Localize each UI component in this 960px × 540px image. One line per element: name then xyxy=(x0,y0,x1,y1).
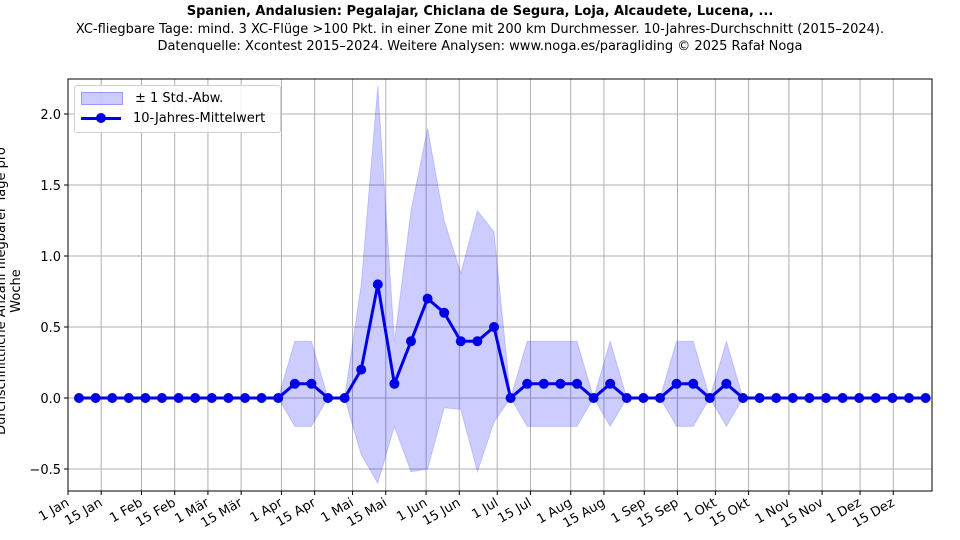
svg-text:0.5: 0.5 xyxy=(40,321,61,336)
svg-text:0.0: 0.0 xyxy=(40,392,61,407)
legend-item-band: ± 1 Std.-Abw. xyxy=(81,89,223,107)
chart-source: Datenquelle: Xcontest 2015–2024. Weitere… xyxy=(157,39,803,54)
svg-text:1.5: 1.5 xyxy=(40,179,61,194)
std-dev-band xyxy=(79,85,926,485)
svg-text:15 Jun: 15 Jun xyxy=(420,495,463,528)
axes-frame xyxy=(67,78,933,492)
svg-text:2.0: 2.0 xyxy=(40,108,61,123)
chart-title: Spanien, Andalusien: Pegalajar, Chiclana… xyxy=(186,4,774,19)
mean-line xyxy=(79,282,926,400)
mean-markers xyxy=(74,279,931,403)
line-marker-icon xyxy=(81,109,121,127)
legend-item-line: 10-Jahres-Mittelwert xyxy=(81,109,265,127)
legend-band-label: ± 1 Std.-Abw. xyxy=(135,90,224,106)
chart-subtitle: XC-fliegbare Tage: mind. 3 XC-Flüge >100… xyxy=(75,22,885,37)
svg-text:15 Jul: 15 Jul xyxy=(495,495,534,526)
band-swatch-icon xyxy=(81,91,123,105)
svg-text:15 Jan: 15 Jan xyxy=(62,495,105,528)
legend: ± 1 Std.-Abw. 10-Jahres-Mittelwert xyxy=(74,85,281,133)
y-axis-ticks: −0.5 0.0 0.5 1.0 1.5 2.0 xyxy=(29,108,68,478)
y-axis-label: Durchschnittliche Anzahl fliegbarer Tage… xyxy=(0,147,24,435)
grid-lines xyxy=(67,79,932,491)
svg-text:1.0: 1.0 xyxy=(40,250,61,265)
legend-line-label: 10-Jahres-Mittelwert xyxy=(133,110,266,126)
svg-text:1 Jul: 1 Jul xyxy=(469,495,501,522)
svg-text:−0.5: −0.5 xyxy=(29,463,61,478)
